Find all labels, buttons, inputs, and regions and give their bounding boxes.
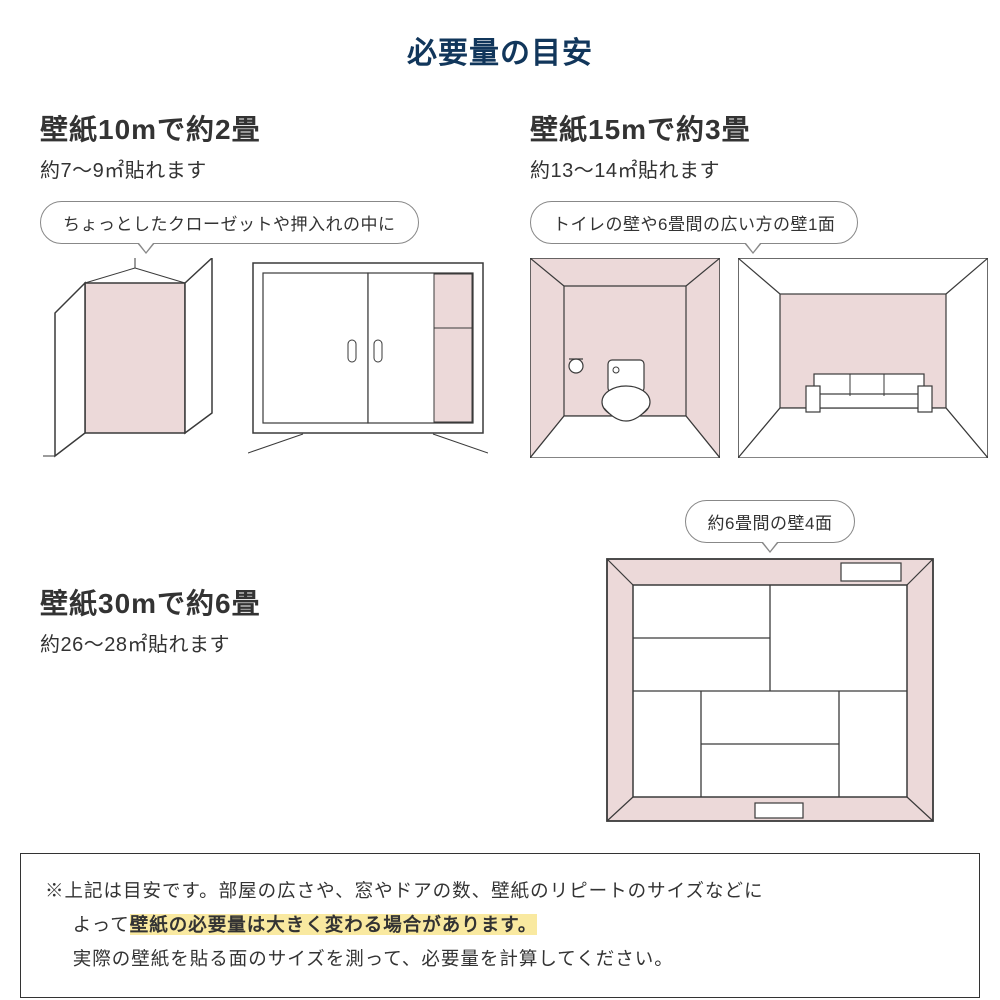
note-line2-prefix: よって	[73, 914, 130, 935]
bubble-30m: 約6畳間の壁4面	[685, 500, 856, 543]
bubble-10m: ちょっとしたクローゼットや押入れの中に	[40, 201, 419, 244]
room-accent-icon	[738, 258, 988, 458]
section-15m: 壁紙15mで約3畳 約13〜14㎡貼れます トイレの壁や6畳間の広い方の壁1面	[530, 108, 1000, 458]
heading-10m: 壁紙10mで約2畳	[40, 108, 520, 148]
subtext-10m: 約7〜9㎡貼れます	[40, 154, 520, 183]
note-box: ※上記は目安です。部屋の広さや、窓やドアの数、壁紙のリピートのサイズなどに よっ…	[20, 853, 980, 998]
content-grid: 壁紙10mで約2畳 約7〜9㎡貼れます ちょっとしたクローゼットや押入れの中に	[0, 72, 1000, 827]
section-30m-illus: 約6畳間の壁4面	[530, 482, 1000, 827]
section-10m: 壁紙10mで約2畳 約7〜9㎡貼れます ちょっとしたクローゼットや押入れの中に	[40, 108, 520, 458]
toilet-room-icon	[530, 258, 720, 458]
bubble-15m-wrap: トイレの壁や6畳間の広い方の壁1面	[530, 201, 858, 244]
note-line1: ※上記は目安です。部屋の広さや、窓やドアの数、壁紙のリピートのサイズなどに	[45, 880, 764, 901]
illus-10m	[40, 258, 520, 458]
page-title: 必要量の目安	[0, 0, 1000, 72]
subtext-30m: 約26〜28㎡貼れます	[40, 628, 520, 657]
bubble-15m: トイレの壁や6畳間の広い方の壁1面	[530, 201, 858, 244]
heading-15m: 壁紙15mで約3畳	[530, 108, 1000, 148]
note-line2: よって壁紙の必要量は大きく変わる場合があります。	[45, 908, 955, 942]
heading-30m: 壁紙30mで約6畳	[40, 582, 520, 622]
room-plan-icon	[605, 557, 935, 827]
closet-open-icon	[40, 258, 230, 458]
illus-15m	[530, 258, 1000, 458]
section-30m: 壁紙30mで約6畳 約26〜28㎡貼れます	[40, 482, 520, 827]
bubble-30m-wrap: 約6畳間の壁4面	[685, 500, 856, 543]
subtext-15m: 約13〜14㎡貼れます	[530, 154, 1000, 183]
closet-sliding-icon	[248, 258, 488, 458]
note-line3: 実際の壁紙を貼る面のサイズを測って、必要量を計算してください。	[45, 942, 955, 976]
bubble-10m-wrap: ちょっとしたクローゼットや押入れの中に	[40, 201, 419, 244]
note-highlight: 壁紙の必要量は大きく変わる場合があります。	[130, 914, 538, 935]
